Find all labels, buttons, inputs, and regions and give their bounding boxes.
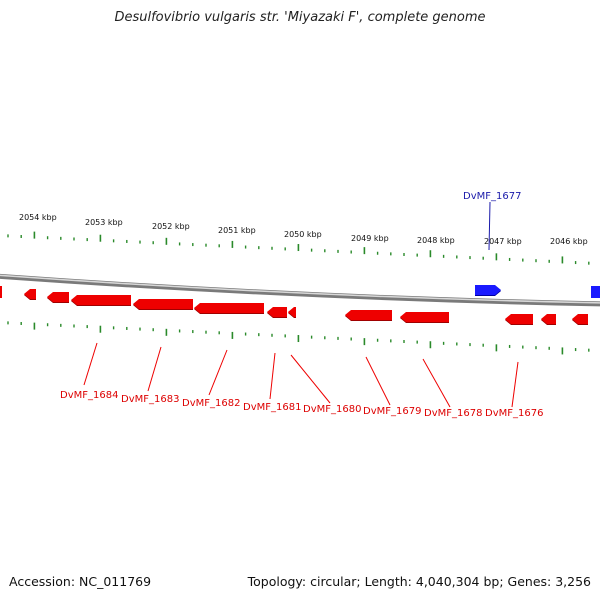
reverse-gene-arrow[interactable] (194, 303, 264, 313)
reverse-gene-label[interactable]: DvMF_1682 (182, 398, 240, 409)
reverse-gene-arrow[interactable] (267, 307, 287, 317)
reverse-gene-label[interactable]: DvMF_1678 (424, 408, 482, 419)
reverse-gene-arrow[interactable] (572, 314, 588, 324)
scale-label: 2047 kbp (484, 237, 522, 246)
reverse-gene-label[interactable]: DvMF_1683 (121, 394, 179, 405)
label-leader-line (365, 356, 391, 406)
label-leader-line (422, 358, 451, 408)
scale-label: 2050 kbp (284, 230, 322, 239)
scale-label: 2053 kbp (85, 218, 123, 227)
genome-backbone-highlight (0, 274, 600, 304)
label-leader-line (208, 349, 228, 396)
genome-summary-text: Topology: circular; Length: 4,040,304 bp… (247, 574, 591, 589)
label-leader-line (269, 352, 276, 400)
label-leader-line (147, 346, 162, 392)
genome-title: Desulfovibrio vulgaris str. 'Miyazaki F'… (114, 10, 486, 25)
bottom-scale-ticks (7, 321, 590, 355)
forward-gene-arrow[interactable] (475, 285, 501, 295)
reverse-gene-arrow[interactable] (24, 289, 36, 299)
scale-label: 2048 kbp (417, 236, 455, 245)
reverse-gene-label[interactable]: DvMF_1676 (485, 408, 543, 419)
reverse-gene-label[interactable]: DvMF_1679 (363, 406, 421, 417)
label-leader-line (83, 342, 98, 386)
reverse-gene-arrow[interactable] (345, 310, 392, 320)
label-leader-line (511, 361, 519, 408)
scale-labels: 2054 kbp 2053 kbp 2052 kbp 2051 kbp 2050 kbp… (19, 213, 588, 246)
reverse-gene-arrow[interactable] (47, 292, 69, 302)
gene-arrows (0, 285, 600, 325)
forward-gene-label[interactable]: DvMF_1677 (463, 191, 521, 202)
scale-label: 2049 kbp (351, 234, 389, 243)
reverse-gene-arrow[interactable] (0, 286, 2, 298)
reverse-gene-arrow[interactable] (400, 312, 449, 322)
scale-label: 2054 kbp (19, 213, 57, 222)
label-leader-line (290, 354, 331, 404)
reverse-gene-arrow[interactable] (541, 314, 556, 324)
forward-gene-arrow[interactable] (591, 286, 600, 298)
accession-text: Accession: NC_011769 (9, 574, 152, 589)
label-leader-lines (83, 201, 519, 408)
gene-labels: DvMF_1684 DvMF_1683 DvMF_1682 DvMF_1681 DvMF… (60, 191, 543, 419)
scale-label: 2051 kbp (218, 226, 256, 235)
reverse-gene-arrow[interactable] (288, 307, 296, 317)
reverse-gene-arrow[interactable] (71, 295, 131, 305)
reverse-gene-arrow[interactable] (133, 299, 193, 309)
label-leader-line (488, 201, 491, 251)
top-scale-ticks (7, 231, 590, 265)
reverse-gene-label[interactable]: DvMF_1684 (60, 390, 118, 401)
reverse-gene-label[interactable]: DvMF_1680 (303, 404, 361, 415)
scale-label: 2046 kbp (550, 237, 588, 246)
reverse-gene-label[interactable]: DvMF_1681 (243, 402, 301, 413)
reverse-gene-arrow[interactable] (505, 314, 533, 324)
genome-backbone (0, 273, 600, 307)
scale-label: 2052 kbp (152, 222, 190, 231)
